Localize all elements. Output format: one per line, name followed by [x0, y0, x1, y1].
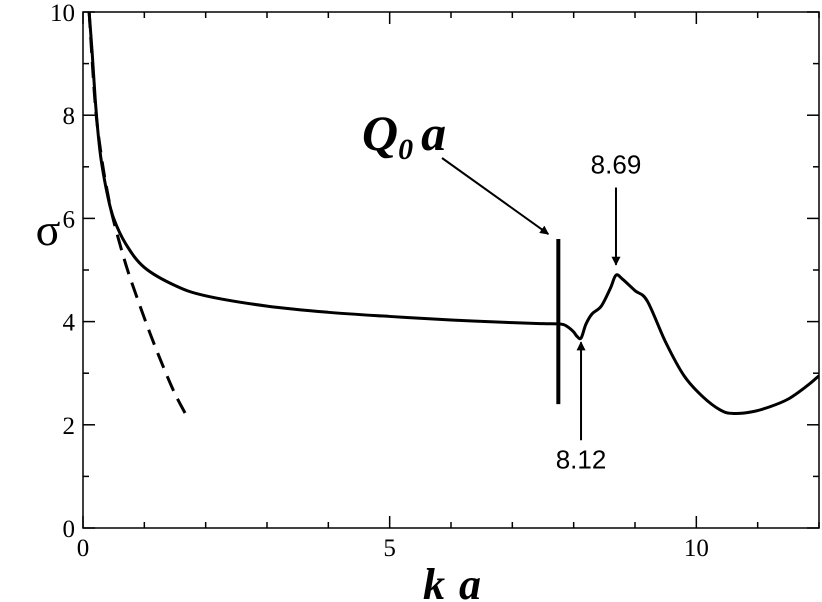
q0a-label-sub: 0 — [398, 133, 413, 166]
q0a-pointer-arrow — [441, 157, 550, 235]
annotations: 8.69 8.12 — [556, 149, 642, 474]
y-tick-label: 4 — [63, 310, 76, 337]
y-tick-label: 0 — [63, 516, 76, 543]
tick-labels: 0 5 10 0 2 4 6 8 10 — [50, 0, 709, 562]
x-axis-title-first: k — [423, 560, 445, 602]
annotation-label: 8.12 — [556, 444, 607, 474]
y-tick-label: 8 — [63, 103, 76, 130]
y-tick-label: 10 — [50, 0, 75, 27]
x-axis-title-second: a — [459, 560, 481, 602]
y-tick-label: 6 — [63, 206, 76, 233]
annotation-label: 8.69 — [591, 149, 642, 179]
series-line-dashed — [87, 12, 189, 418]
plot-frame — [82, 11, 820, 529]
y-tick-label: 2 — [63, 413, 76, 440]
q0a-label: Q0 a — [362, 105, 446, 166]
x-tick-label: 0 — [77, 535, 90, 562]
series-line-solid — [87, 12, 819, 416]
x-tick-label: 5 — [383, 535, 396, 562]
x-tick-label: 10 — [684, 535, 709, 562]
series-group — [87, 12, 819, 418]
q0a-label-tail: a — [421, 105, 446, 161]
tick-marks — [82, 11, 820, 529]
y-axis-title: σ — [36, 204, 61, 255]
q0a-label-main: Q — [362, 105, 398, 161]
